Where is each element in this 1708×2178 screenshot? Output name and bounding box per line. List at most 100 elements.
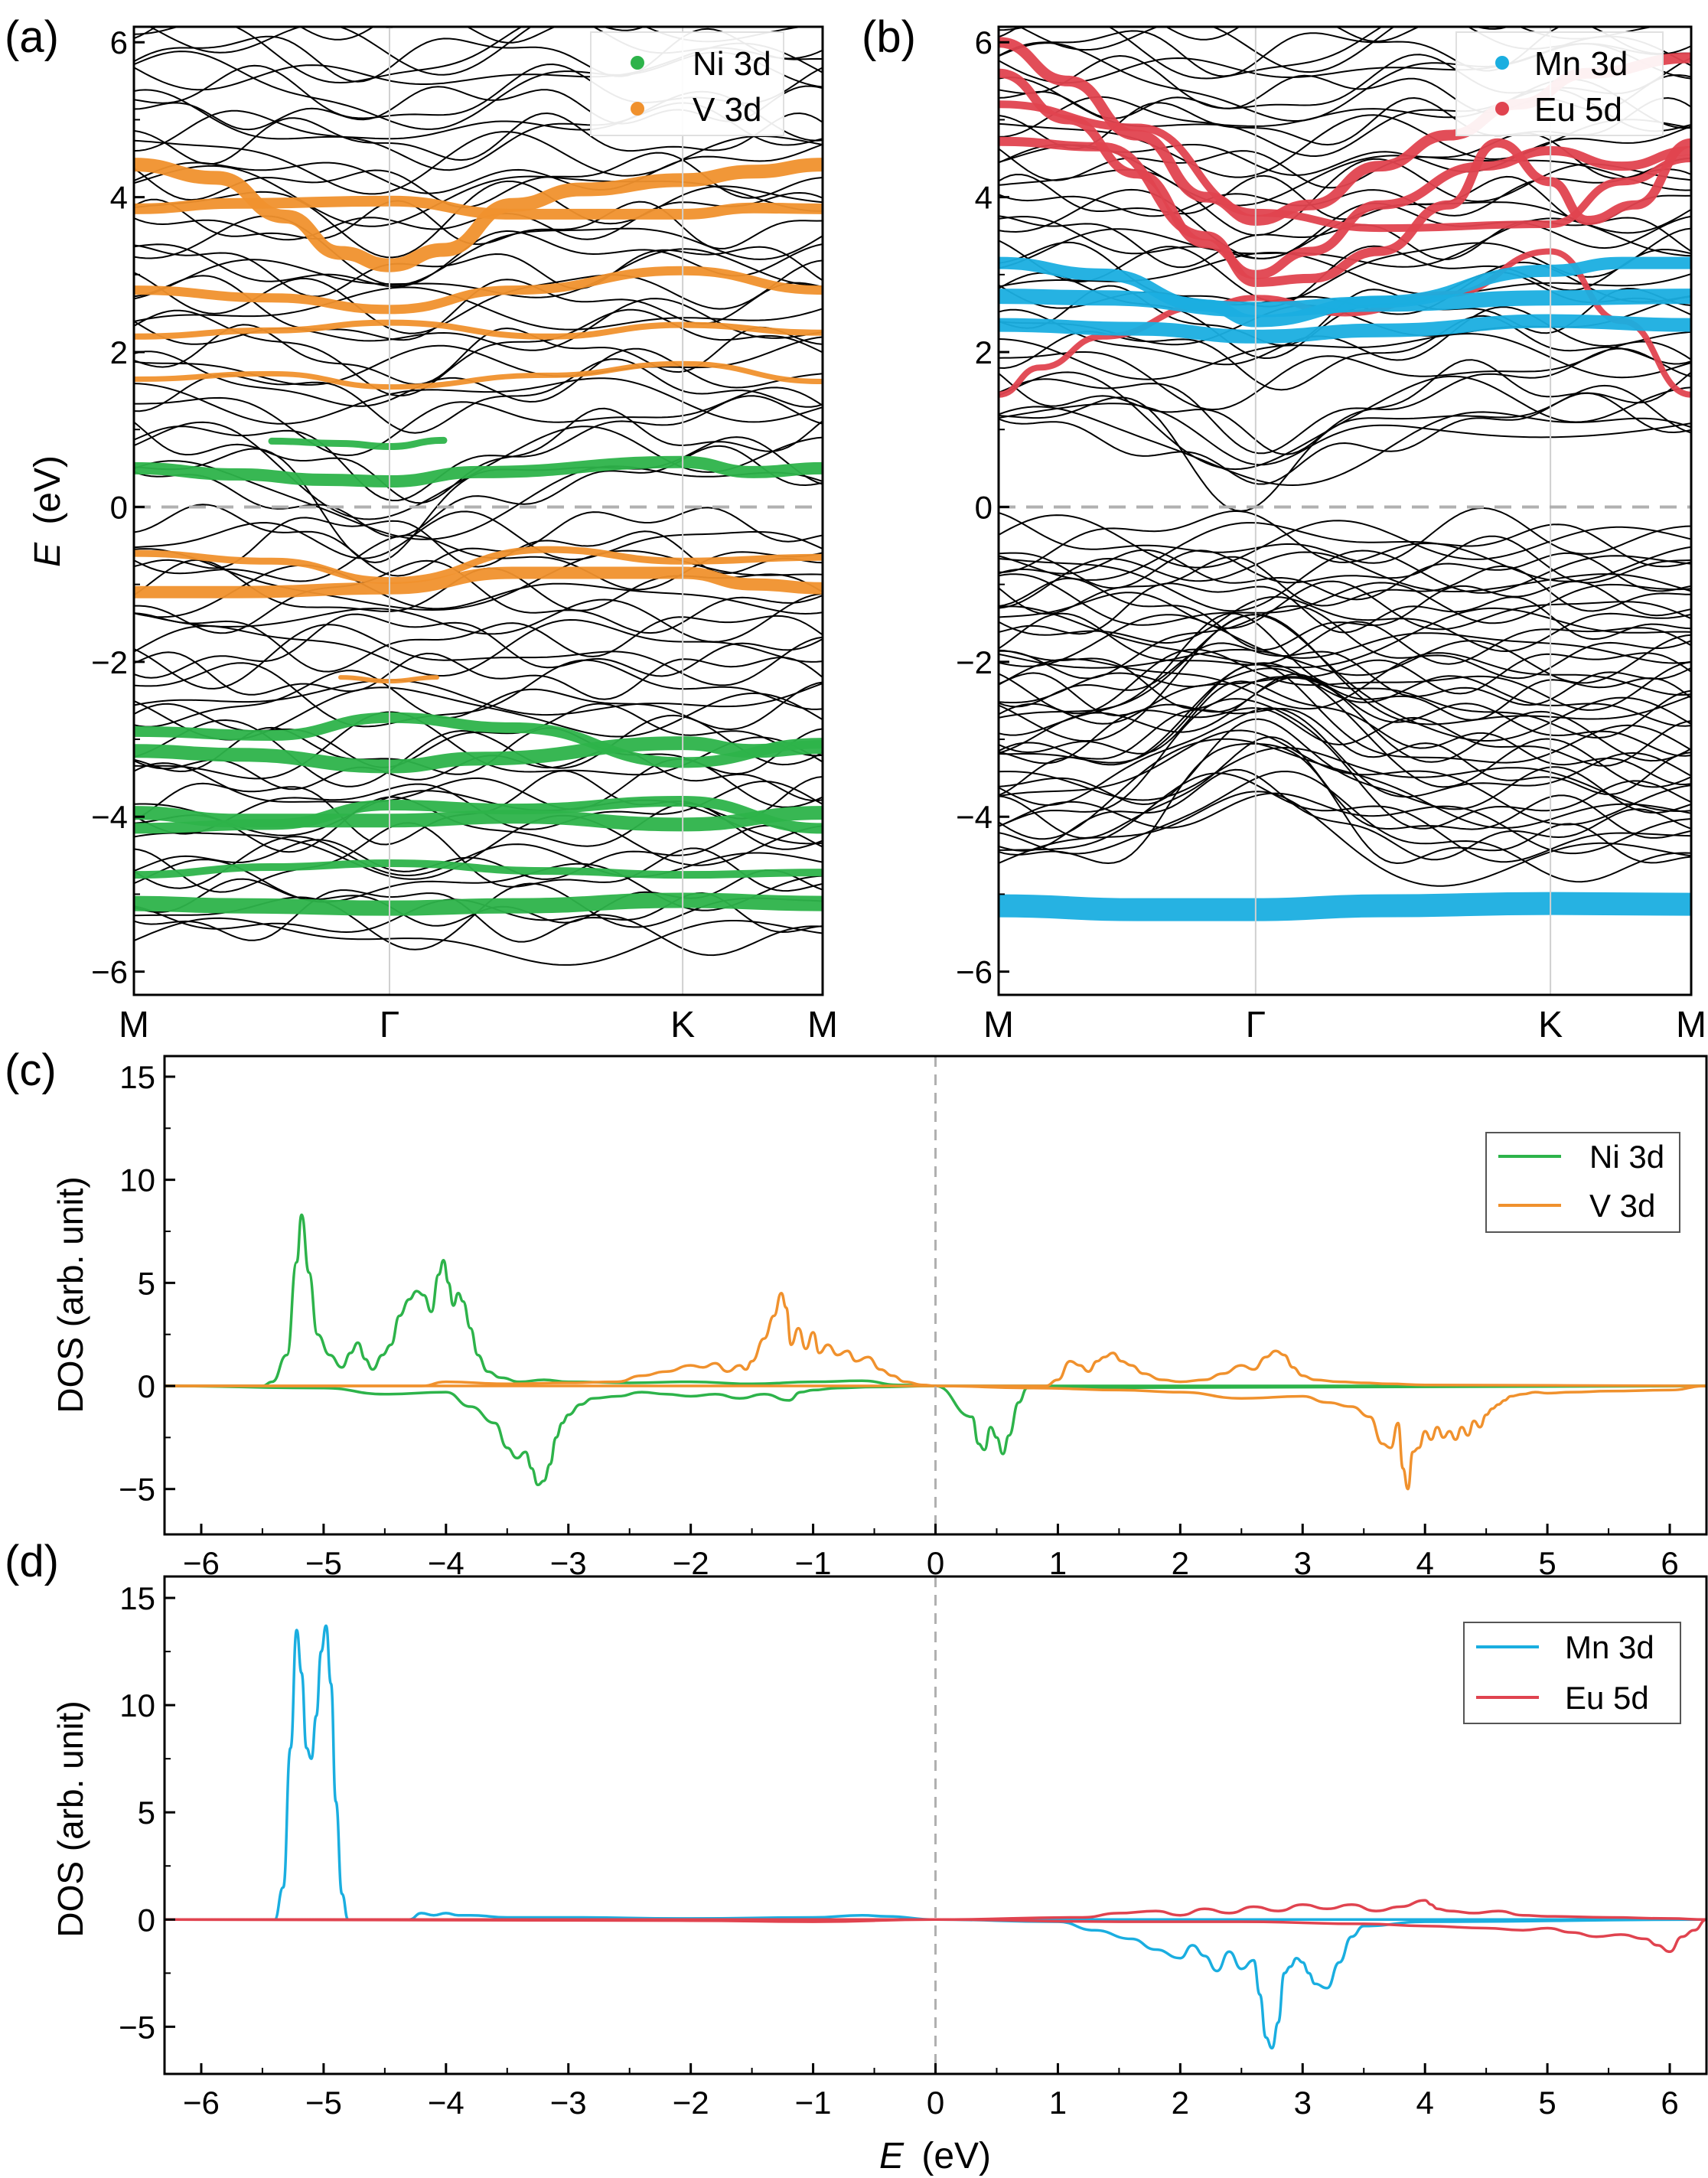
band-line [999,768,1691,861]
band-line [134,517,823,575]
xlabel-italic: E [879,2136,905,2176]
y-tick-label: −4 [956,799,993,835]
panel-a-projections [134,158,823,916]
band-line [134,386,823,457]
band-line [134,143,823,194]
x-tick-label: 3 [1294,1545,1312,1581]
projected-band-ni-3d [134,736,823,774]
plot-frame [997,25,1693,996]
y-tick-label: −2 [956,644,993,680]
y-tick-label: −2 [91,644,128,680]
panel-a: (a) −6 −4 −2 0 2 4 6 M Γ K M E (eV) Ni 3d V 3d [5,12,838,1045]
x-tick-label: −2 [673,1545,709,1581]
panel-d-legend: Mn 3d Eu 5d [1463,1622,1681,1724]
x-tick-label: 5 [1538,1545,1556,1581]
projected-band-mn-3d [999,314,1691,344]
kpoint-label: Γ [1246,1005,1266,1045]
projected-band-ni-3d [134,859,823,879]
band-line [134,679,823,716]
band-line [134,659,823,728]
x-tick-label: −3 [550,1545,587,1581]
dos-curve-ni-3d-up [165,1213,1706,1387]
kpoint-label: M [983,1005,1014,1045]
projected-band-v-3d [134,266,823,315]
band-line [999,792,1691,855]
band-line [134,460,823,540]
ylabel-italic: E [28,542,68,567]
y-tick-label: 10 [119,1687,155,1723]
x-tick-label: 2 [1172,1545,1189,1581]
legend-label-ni: Ni 3d [1589,1139,1664,1175]
band-line [999,549,1691,612]
kpoint-label: M [1676,1005,1706,1045]
band-line [999,770,1691,883]
band-line [999,707,1691,797]
band-line [999,392,1691,485]
band-line [134,27,646,44]
kpoint-label: K [670,1005,695,1045]
legend-label-eu: Eu 5d [1565,1680,1649,1716]
x-tick-label: 0 [927,2085,944,2121]
band-line [999,642,1691,708]
band-line [134,624,823,690]
panel-c-legend: Ni 3d V 3d [1485,1132,1680,1233]
dos-curve-mn-3d-down [165,1918,1706,2050]
legend-label-v: V 3d [693,91,762,129]
x-tick-label: −5 [305,2085,342,2121]
band-line [134,670,823,731]
band-line [999,173,1691,225]
legend-marker-v [631,102,644,116]
x-tick-label: 1 [1049,1545,1067,1581]
panel-b-projections [999,37,1691,921]
projected-band-eu-5d [999,68,1691,279]
band-line [999,514,1691,569]
band-line [134,814,823,880]
band-line [999,595,1691,653]
y-tick-label: 10 [119,1162,155,1198]
band-line [999,510,1691,573]
x-tick-label: −1 [795,2085,832,2121]
legend-box [1455,31,1664,136]
band-line [999,614,1691,667]
projected-band-v-3d [134,319,823,340]
projected-band-ni-3d [134,712,823,768]
y-tick-label: 6 [110,24,128,60]
band-line [999,735,1691,840]
panel-c: (c) −6 −5 −4 −3 −2 −1 0 1 2 3 4 5 6 −5 0 5 10 15 DOS (arb… [5,1045,1708,1581]
legend-label-eu: Eu 5d [1534,91,1622,129]
legend-marker-mn [1495,56,1509,70]
y-tick-label: 15 [119,1059,155,1095]
band-line [999,729,1691,826]
band-line [134,714,823,787]
projected-band-v-3d [134,546,823,585]
xlabel-unit: (eV) [921,2136,991,2176]
band-line [134,28,823,83]
panel-a-ylabel: E (eV) [28,455,68,567]
band-line [999,507,1691,564]
y-tick-label: 2 [110,334,128,370]
band-line [999,614,1691,742]
y-tick-label: −6 [956,954,993,990]
band-line [999,649,1691,710]
projected-band-v-3d [134,566,823,598]
x-tick-label: 2 [1172,2085,1189,2121]
band-line [999,158,1691,236]
projected-band-mn-3d [999,892,1691,921]
band-line [999,241,1691,308]
y-tick-label: 2 [975,334,993,370]
panel-b-label: (b) [862,12,916,62]
legend-marker-ni [631,56,644,70]
band-line [134,917,823,966]
band-line [999,306,1691,366]
band-line [999,747,1691,813]
dos-curve-eu-5d-down [165,1918,1706,1954]
band-line [999,698,1691,830]
y-tick-label: 0 [975,489,993,525]
panel-d-axes: −6 −5 −4 −3 −2 −1 0 1 2 3 4 5 6 −5 0 5 10 15 [119,1575,1708,2121]
panel-c-curves [165,1213,1706,1491]
y-tick-label: −5 [119,1472,155,1508]
panel-c-axes: −6 −5 −4 −3 −2 −1 0 1 2 3 4 5 6 −5 0 5 10 15 [119,1055,1708,1581]
band-line [134,112,823,165]
